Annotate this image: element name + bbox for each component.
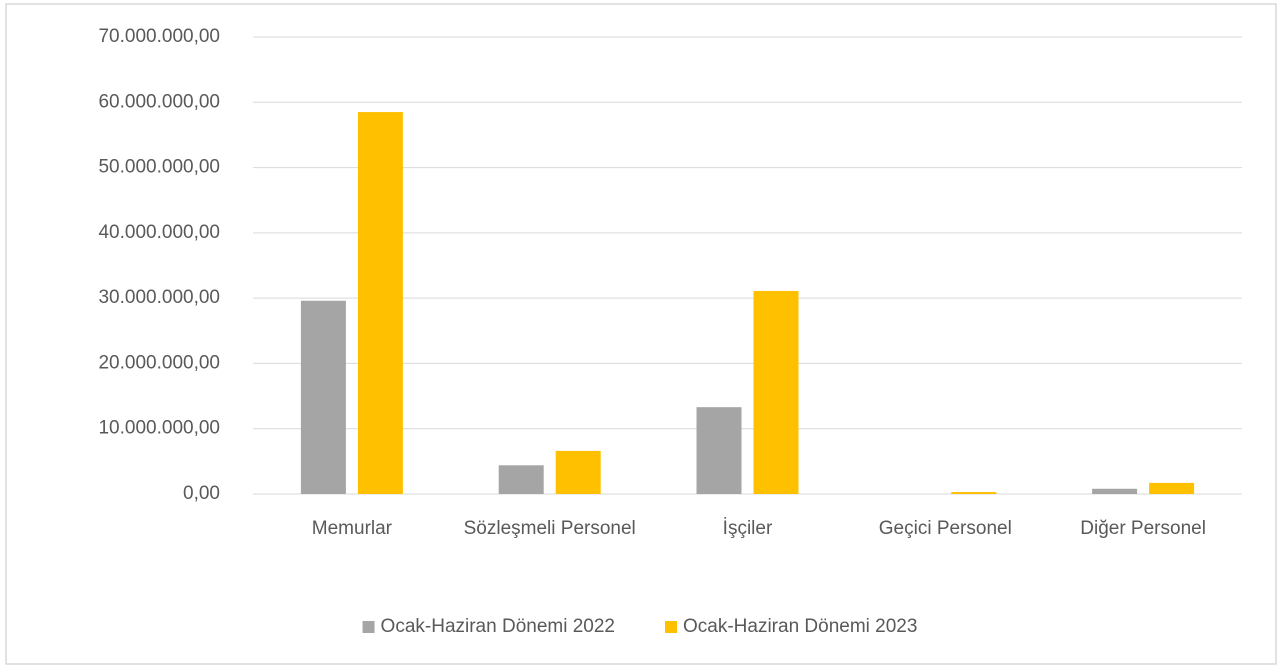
bar xyxy=(1149,482,1195,494)
y-tick-label: 70.000.000,00 xyxy=(98,26,220,47)
y-tick-label: 10.000.000,00 xyxy=(98,418,220,439)
x-tick-label: Diğer Personel xyxy=(1080,518,1206,539)
legend-label: Ocak-Haziran Dönemi 2023 xyxy=(683,616,917,637)
x-tick-label: Sözleşmeli Personel xyxy=(463,518,636,539)
bar xyxy=(696,407,742,494)
chart-border xyxy=(5,3,1277,665)
y-tick-label: 60.000.000,00 xyxy=(98,91,220,112)
x-tick-label: İşçiler xyxy=(722,518,773,539)
y-tick-label: 50.000.000,00 xyxy=(98,157,220,178)
y-tick-label: 30.000.000,00 xyxy=(98,287,220,308)
bar xyxy=(357,112,403,494)
y-tick-label: 20.000.000,00 xyxy=(98,352,220,373)
legend-swatch xyxy=(665,621,677,633)
bar xyxy=(1092,488,1138,494)
y-tick-label: 0,00 xyxy=(183,483,220,504)
legend-label: Ocak-Haziran Dönemi 2022 xyxy=(381,616,615,637)
y-tick-label: 40.000.000,00 xyxy=(98,222,220,243)
x-tick-label: Memurlar xyxy=(311,518,393,539)
bar xyxy=(951,492,997,494)
legend-swatch xyxy=(362,621,375,633)
bar xyxy=(300,300,346,494)
bar xyxy=(753,290,799,494)
bar xyxy=(555,450,601,494)
bar xyxy=(498,465,544,494)
x-tick-label: Geçici Personel xyxy=(878,518,1012,539)
